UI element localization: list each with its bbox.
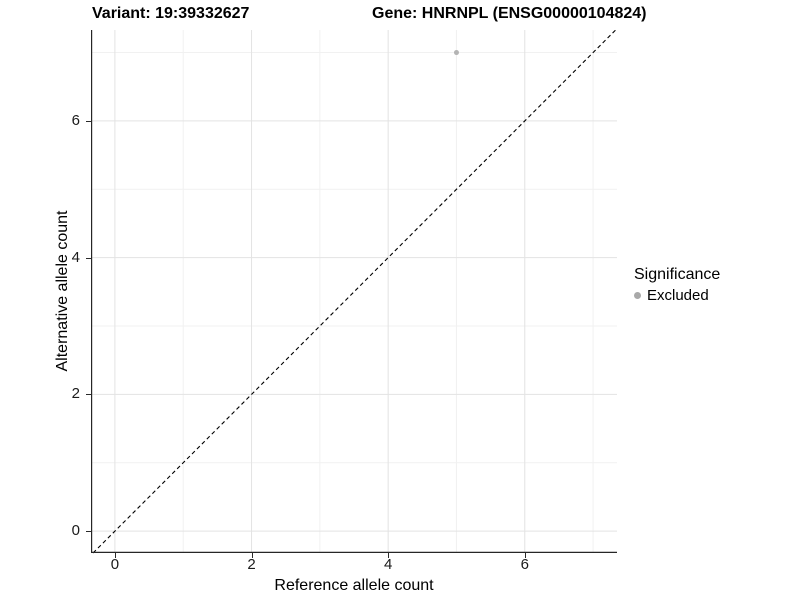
x-tick-label: 0	[110, 556, 120, 573]
legend: Significance Excluded	[634, 266, 720, 304]
y-tick-mark	[86, 531, 91, 533]
x-tick-label: 4	[383, 556, 393, 573]
y-tick-label: 4	[71, 248, 80, 266]
excluded-point-icon	[634, 292, 641, 299]
x-tick-mark	[114, 553, 116, 558]
x-axis-title: Reference allele count	[274, 577, 434, 594]
y-tick-mark	[86, 394, 91, 396]
y-tick-mark	[86, 120, 91, 122]
x-tick-label: 2	[247, 556, 256, 573]
plot-panel	[91, 29, 617, 554]
scatter-plot-canvas	[91, 29, 617, 554]
legend-title: Significance	[634, 266, 721, 283]
data-point	[453, 50, 459, 56]
x-tick-mark	[388, 553, 390, 558]
y-tick-mark	[86, 257, 91, 259]
identity-dashed-line	[92, 29, 617, 554]
y-axis-title: Alternative allele count	[54, 210, 71, 372]
variant-title: Variant: 19:39332627	[92, 5, 250, 22]
legend-item-excluded: Excluded	[634, 287, 720, 304]
y-tick-label: 0	[71, 522, 80, 540]
y-tick-label: 6	[71, 111, 80, 129]
legend-item-label: Excluded	[647, 287, 709, 304]
x-tick-label: 6	[520, 556, 529, 573]
x-tick-mark	[524, 553, 526, 558]
y-tick-label: 2	[71, 385, 80, 403]
gene-title: Gene: HNRNPL (ENSG00000104824)	[372, 5, 647, 22]
x-tick-mark	[251, 553, 253, 558]
